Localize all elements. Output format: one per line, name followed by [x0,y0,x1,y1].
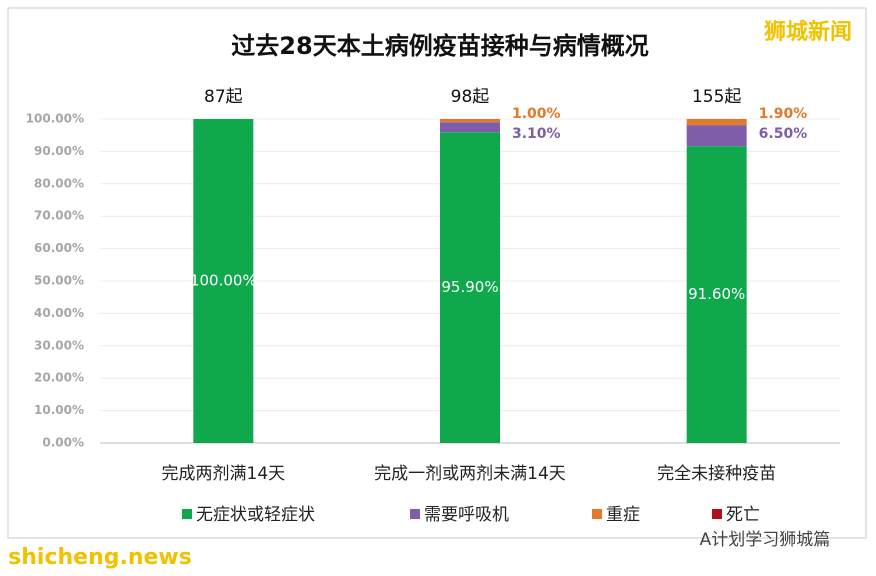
total-label: 155起 [692,87,741,107]
legend-swatch [410,509,420,519]
value-label: 1.00% [512,106,561,122]
y-tick-label: 0.00% [42,436,84,450]
bar-segment [686,119,747,126]
total-label: 98起 [451,87,490,107]
bar-segment [193,119,254,443]
y-tick-label: 70.00% [34,209,84,223]
bar-segment [440,119,500,123]
chart-title: 过去28天本土病例疫苗接种与病情概况 [231,32,648,60]
legend-label: 需要呼吸机 [424,505,509,525]
bar-segment [440,122,500,133]
y-tick-label: 10.00% [34,403,84,417]
legend-label: 无症状或轻症状 [196,505,315,525]
legend-label: 重症 [606,505,640,525]
legend-swatch [712,509,722,519]
y-tick-label: 90.00% [34,144,84,158]
value-label: 1.90% [759,106,808,122]
value-label: 3.10% [512,126,561,142]
total-label: 87起 [204,87,243,107]
bar-segment [440,132,500,443]
bar-segment [686,146,747,443]
watermark: A计划学习狮城篇 [700,530,831,550]
value-label: 100.00% [190,272,257,290]
bar-segment [686,125,747,147]
x-tick-label: 完成两剂满14天 [162,464,286,484]
x-tick-label: 完成一剂或两剂未满14天 [374,464,566,484]
y-tick-label: 20.00% [34,371,84,385]
y-tick-label: 100.00% [26,112,84,126]
watermark: 狮城新闻 [764,19,852,45]
y-tick-label: 30.00% [34,338,84,352]
legend-label: 死亡 [726,505,760,525]
y-tick-label: 40.00% [34,306,84,320]
value-label: 91.60% [688,285,745,303]
y-tick-label: 80.00% [34,176,84,190]
y-tick-label: 60.00% [34,241,84,255]
y-tick-label: 50.00% [34,274,84,288]
legend-swatch [182,509,192,519]
legend-swatch [592,509,602,519]
value-label: 95.90% [441,278,498,296]
watermark: shicheng.news [8,545,192,570]
value-label: 6.50% [759,126,808,142]
x-tick-label: 完全未接种疫苗 [657,464,776,484]
